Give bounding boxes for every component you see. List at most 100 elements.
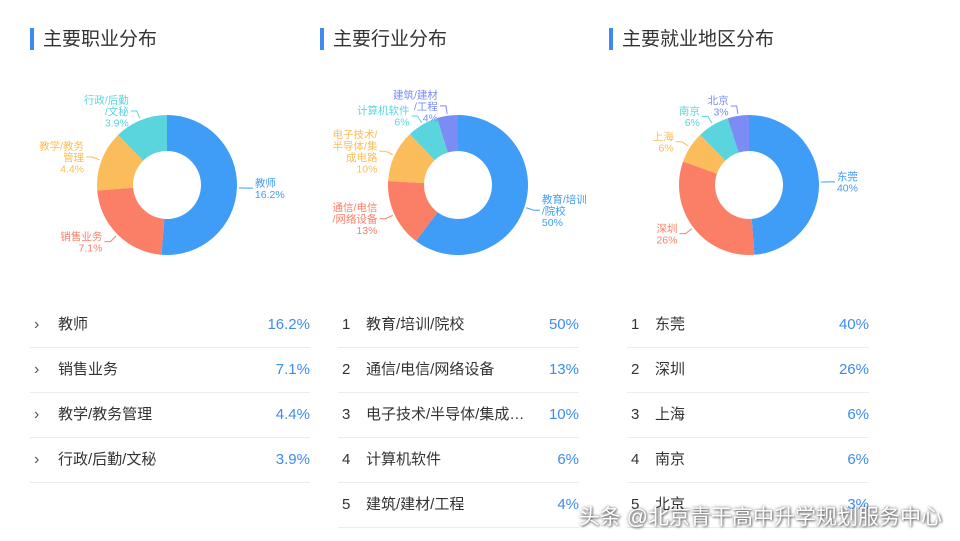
chevron-right-icon: › [34, 406, 40, 423]
industry-list: 1 教育/培训/院校 50% 2 通信/电信/网络设备 13% 3 电子技术/半… [338, 303, 579, 528]
pie-slice[interactable] [97, 135, 144, 191]
pie-slice[interactable] [749, 115, 819, 255]
panel-title-text: 主要行业分布 [333, 29, 448, 50]
slice-label: 成电路 [346, 151, 378, 164]
list-item-index: 3 [342, 406, 351, 423]
pie-slice[interactable] [727, 115, 749, 153]
slice-label: /文秘 [105, 105, 129, 118]
slice-label: 10% [356, 164, 377, 176]
pie-slice[interactable] [388, 134, 435, 184]
panel-title: 主要行业分布 [320, 28, 447, 52]
label-leader-line [701, 115, 713, 124]
list-item-label: 深圳 [655, 361, 686, 378]
list-item-index: 5 [342, 496, 351, 513]
list-item-index: 4 [631, 451, 640, 468]
slice-label: 上海 [653, 130, 674, 143]
list-item-index: 1 [631, 316, 640, 333]
list-item-value: 6% [557, 451, 579, 468]
list-item[interactable]: › 行政/后勤/文秘 3.9% [30, 438, 310, 483]
pie-slice[interactable] [679, 161, 755, 255]
list-item[interactable]: 2 通信/电信/网络设备 13% [338, 348, 579, 393]
title-accent-bar [320, 28, 324, 50]
list-item-value: 4.4% [275, 406, 310, 423]
list-item[interactable]: 1 东莞 40% [627, 303, 869, 348]
list-item-value: 40% [838, 316, 869, 333]
label-leader-line [679, 228, 693, 235]
pie-slice[interactable] [409, 118, 448, 161]
list-item-value: 4% [557, 496, 579, 513]
slice-label: 6% [659, 142, 674, 154]
list-item-index: 2 [631, 361, 640, 378]
region-list: 1 东莞 40% 2 深圳 26% 3 上海 6% 4 南京 6% 5 北京 3… [627, 303, 869, 528]
panel-title-text: 主要职业分布 [43, 29, 158, 50]
pie-slice[interactable] [437, 115, 458, 153]
label-leader-line [675, 141, 689, 147]
list-item-label: 销售业务 [58, 361, 119, 378]
list-item-label: 通信/电信/网络设备 [366, 361, 495, 378]
list-item[interactable]: 4 计算机软件 6% [338, 438, 579, 483]
label-leader-line [730, 105, 739, 114]
list-item[interactable]: › 教学/教务管理 4.4% [30, 393, 310, 438]
pie-slice[interactable] [97, 187, 165, 255]
list-item-value: 16.2% [267, 316, 310, 333]
list-item[interactable]: 1 教育/培训/院校 50% [338, 303, 579, 348]
list-item[interactable]: 3 电子技术/半导体/集成电路 10% [338, 393, 579, 438]
label-leader-line [379, 150, 393, 156]
list-item[interactable]: 5 北京 3% [627, 483, 869, 528]
label-leader-line [439, 105, 448, 114]
pie-slice[interactable] [388, 181, 438, 242]
label-leader-line [526, 207, 540, 211]
chevron-right-icon: › [34, 451, 40, 468]
slice-label: 销售业务 [60, 230, 102, 243]
label-leader-line [130, 110, 141, 119]
pie-slice[interactable] [683, 134, 726, 174]
list-item-value: 6% [847, 451, 869, 468]
pie-slice[interactable] [161, 115, 238, 255]
pie-slice[interactable] [700, 118, 739, 161]
chevron-right-icon: › [34, 361, 40, 378]
list-item-value: 6% [847, 406, 869, 423]
slice-label: 6% [394, 117, 409, 129]
list-item-label: 南京 [655, 451, 686, 468]
list-item-label: 行政/后勤/文秘 [58, 451, 157, 468]
list-item[interactable]: 5 建筑/建材/工程 4% [338, 483, 579, 528]
slice-label: /院校 [542, 204, 566, 217]
label-leader-line [104, 235, 117, 243]
slice-label: /工程 [414, 101, 438, 113]
list-item[interactable]: 4 南京 6% [627, 438, 869, 483]
label-leader-line [379, 214, 393, 220]
list-item[interactable]: 3 上海 6% [627, 393, 869, 438]
panel-title: 主要就业地区分布 [609, 28, 774, 52]
slice-label: 4.4% [60, 163, 84, 175]
list-item[interactable]: › 教师 16.2% [30, 303, 310, 348]
panel-title-text: 主要就业地区分布 [622, 29, 775, 50]
list-item[interactable]: 2 深圳 26% [627, 348, 869, 393]
list-item[interactable]: › 销售业务 7.1% [30, 348, 310, 393]
list-item-index: 5 [631, 496, 640, 513]
slice-label: 16.2% [255, 189, 285, 201]
list-item-label: 建筑/建材/工程 [366, 496, 465, 513]
pie-slice[interactable] [416, 115, 528, 255]
slice-label: 建筑/建材 [393, 88, 438, 101]
list-item-label: 教师 [58, 316, 89, 333]
slice-label: 教师 [255, 176, 276, 189]
slice-label: 半导体/集 [333, 140, 378, 153]
list-item-value: 7.1% [275, 361, 310, 378]
slice-label: 电子技术/ [333, 128, 378, 141]
list-item-label: 上海 [655, 406, 686, 423]
slice-label: 行政/后勤 [84, 93, 129, 106]
list-item-label: 电子技术/半导体/集成电路 [366, 406, 538, 423]
list-item-value: 10% [548, 406, 579, 423]
label-leader-line [411, 115, 423, 124]
pie-slice[interactable] [117, 115, 167, 161]
title-accent-bar [30, 28, 34, 50]
slice-label: 教育/培训 [542, 193, 587, 206]
watermark: 头条 @北京青干高中升学规划服务中心 [578, 506, 942, 529]
slice-label: 北京 [708, 94, 729, 107]
list-item-value: 3.9% [275, 451, 310, 468]
slice-label: 3.9% [105, 117, 129, 129]
list-item-label: 教学/教务管理 [58, 406, 153, 423]
